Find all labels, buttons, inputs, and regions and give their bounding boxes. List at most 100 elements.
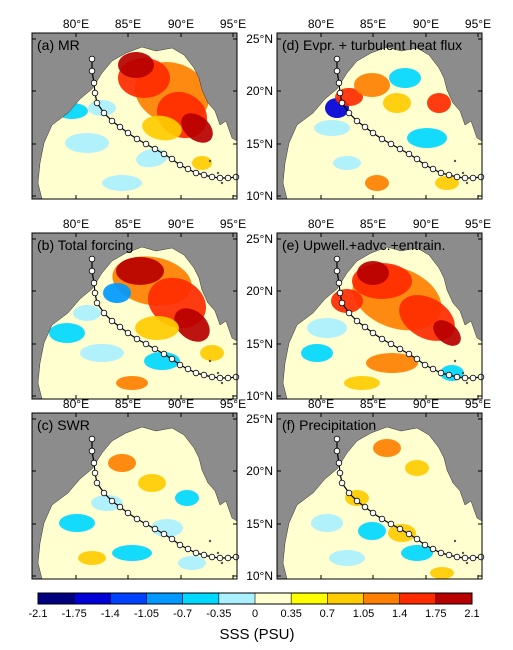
land-mass <box>277 413 482 579</box>
cyclone-track-point <box>421 541 429 549</box>
cyclone-track-point <box>151 345 159 353</box>
colorbar-tick-label: -1.4 <box>101 608 120 620</box>
island <box>453 159 457 163</box>
sss-anomaly-patch <box>383 93 411 113</box>
cyclone-track-point <box>378 515 386 523</box>
sss-anomaly-patch <box>354 73 390 97</box>
cyclone-track-point <box>216 174 224 182</box>
island <box>216 551 220 555</box>
sss-anomaly-patch <box>373 439 401 457</box>
sss-anomaly-patch <box>151 519 183 537</box>
cyclone-track-point <box>469 554 477 562</box>
cyclone-track-point <box>116 503 124 511</box>
panel-frame <box>276 32 483 200</box>
land-mass <box>32 413 237 579</box>
sss-anomaly-patch <box>389 68 421 88</box>
sss-anomaly-patch <box>405 460 429 476</box>
panel-label: (e) Upwell.+advc.+entrain. <box>282 237 445 253</box>
cyclone-track-point <box>88 67 96 75</box>
panel-label: (a) MR <box>37 37 80 53</box>
cyclone-track-point <box>369 329 377 337</box>
sss-anomaly-patch <box>59 514 95 532</box>
cyclone-track-point <box>405 530 413 538</box>
lat-tick-label: 20°N <box>246 284 273 298</box>
cyclone-track-point <box>396 145 404 153</box>
lon-tick-label: 90°E <box>413 397 439 411</box>
colorbar-tick-label: -1.05 <box>134 608 159 620</box>
map-panel: 80°E 85°E 90°E 95°E 25°N 20°N 15°N 10°N (d) Evpr… <box>246 17 491 203</box>
cyclone-track-point <box>91 89 99 97</box>
sss-anomaly-patch <box>78 551 106 565</box>
cyclone-track-point <box>387 520 395 528</box>
cyclone-track-point <box>151 145 159 153</box>
lon-tick-label: 95°E <box>220 17 246 31</box>
sss-anomaly-patch <box>433 320 461 346</box>
cyclone-track-line <box>336 59 482 179</box>
colorbar-swatch <box>363 593 400 604</box>
cyclone-track-point <box>469 374 477 382</box>
cyclone-track-point <box>437 169 445 177</box>
cyclone-track-point <box>445 371 453 379</box>
cyclone-track-point <box>387 340 395 348</box>
cyclone-track-point <box>88 55 96 63</box>
sss-anomaly-patch <box>138 474 166 492</box>
cyclone-track-point <box>200 371 208 379</box>
cyclone-track-point <box>461 554 469 562</box>
cyclone-track-point <box>345 109 353 117</box>
cyclone-track-point <box>216 374 224 382</box>
panel-frame <box>31 232 238 400</box>
map-panel: 80°E 85°E 90°E 95°E (b) Total forcing <box>31 217 246 400</box>
cyclone-track-point <box>224 174 232 182</box>
cyclone-track-point <box>445 171 453 179</box>
lat-tick-label: 15°N <box>246 517 273 531</box>
lon-tick-label: 80°E <box>63 217 89 231</box>
sss-anomaly-patch <box>108 454 136 472</box>
cyclone-track-point <box>91 469 99 477</box>
sss-anomaly-patch <box>118 52 154 78</box>
cyclone-track-point <box>338 299 346 307</box>
cyclone-track-point <box>336 289 344 297</box>
colorbar-swatch <box>291 593 328 604</box>
cyclone-track-point <box>192 549 200 557</box>
cyclone-track-point <box>160 150 168 158</box>
lon-tick-label: 95°E <box>465 217 491 231</box>
island <box>465 561 469 565</box>
cyclone-track-point <box>405 150 413 158</box>
coastline <box>37 246 238 400</box>
cyclone-track-point <box>353 497 361 505</box>
cyclone-track-point <box>453 553 461 561</box>
cyclone-track-point <box>168 355 176 363</box>
cyclone-track-point <box>453 173 461 181</box>
lon-tick-label: 90°E <box>168 217 194 231</box>
coastline <box>282 246 483 400</box>
island <box>453 359 457 363</box>
cyclone-track-point <box>413 535 421 543</box>
lon-tick-label: 90°E <box>413 217 439 231</box>
sss-anomaly-patch <box>91 495 123 511</box>
cyclone-track-point <box>336 89 344 97</box>
cyclone-track-point <box>387 140 395 148</box>
sss-anomaly-patch <box>174 308 210 342</box>
cyclone-track-point <box>335 79 343 87</box>
lat-tick-label: 15°N <box>246 337 273 351</box>
cyclone-track-point <box>378 135 386 143</box>
sss-anomaly-patch <box>181 113 213 143</box>
island <box>220 381 224 385</box>
lon-tick-label: 90°E <box>168 397 194 411</box>
cyclone-track-point <box>88 447 96 455</box>
sss-anomaly-patch <box>142 115 182 141</box>
colorbar-tick-label: 0.35 <box>280 608 301 620</box>
cyclone-track-point <box>184 365 192 373</box>
cyclone-track-point <box>200 551 208 559</box>
coastline <box>37 46 238 200</box>
island <box>465 381 469 385</box>
cyclone-track-point <box>184 165 192 173</box>
sss-anomaly-patch <box>314 120 350 136</box>
lat-tick-label: 20°N <box>246 84 273 98</box>
cyclone-track-line <box>91 259 237 379</box>
cyclone-track-point <box>437 369 445 377</box>
cyclone-track-point <box>142 340 150 348</box>
cyclone-track-point <box>405 350 413 358</box>
cyclone-track-point <box>133 515 141 523</box>
sss-anomaly-patch <box>136 148 168 168</box>
